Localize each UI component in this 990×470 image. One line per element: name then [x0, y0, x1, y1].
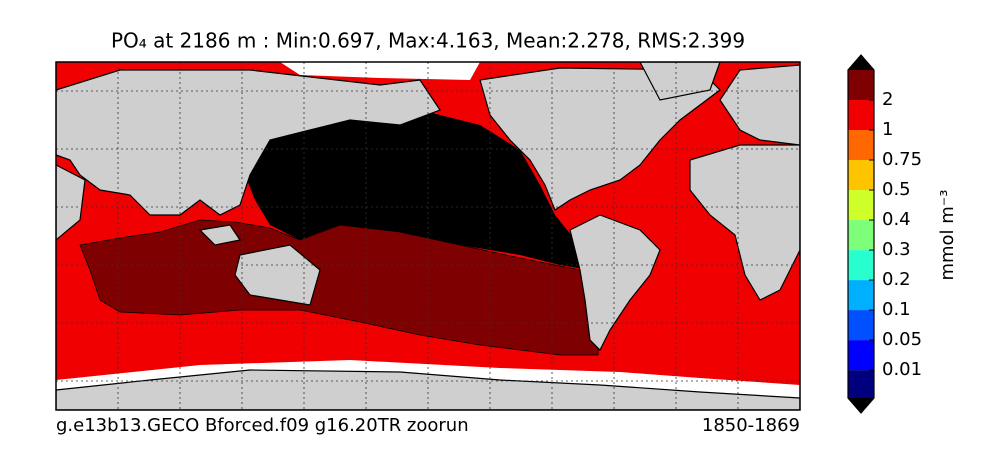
colorbar-tick-label: 1	[882, 119, 893, 140]
greenland	[639, 62, 721, 101]
colorbar-segment	[848, 160, 874, 191]
colorbar-outline	[847, 54, 875, 414]
colorbar-segment	[848, 100, 874, 131]
title: PO₄ at 2186 m : Min:0.697, Max:4.163, Me…	[111, 29, 745, 53]
colorbar-segment	[848, 340, 874, 371]
colorbar-tick-label: 2	[882, 89, 893, 110]
colorbar-tick-label: 0.01	[882, 359, 922, 380]
south-america	[569, 214, 661, 352]
graticule	[56, 62, 800, 410]
australia	[234, 244, 321, 306]
colorbar-segment	[848, 130, 874, 161]
colorbar-extend-top	[848, 55, 874, 70]
antarctica	[56, 369, 800, 410]
colorbar-label: mmol m⁻³	[937, 189, 958, 280]
colorbar-extend-bottom	[848, 398, 874, 413]
colorbar-segment	[848, 370, 874, 398]
map	[56, 62, 800, 410]
colorbar: 0.01 0.05 0.1 0.2 0.3 0.4 0.5 0.75 1 2	[847, 54, 922, 414]
colorbar-tick-label: 0.2	[882, 269, 911, 290]
africa	[689, 144, 800, 301]
colorbar-tick-label: 0.75	[882, 149, 922, 170]
colorbar-segment	[848, 220, 874, 251]
footer-right: 1850-1869	[702, 415, 800, 436]
colorbar-tick-label: 0.3	[882, 239, 911, 260]
colorbar-tick-label: 0.5	[882, 179, 911, 200]
eurasia	[56, 69, 441, 216]
map-frame	[55, 61, 801, 411]
colorbar-segment	[848, 70, 874, 101]
colorbar-segment	[848, 250, 874, 281]
colorbar-segment	[848, 310, 874, 341]
colorbar-segment	[848, 190, 874, 221]
europe	[719, 64, 800, 146]
region-black	[245, 105, 590, 270]
indonesia	[198, 224, 241, 246]
colorbar-tick-label: 0.4	[882, 209, 911, 230]
colorbar-tick-label: 0.1	[882, 299, 911, 320]
colorbar-segment	[848, 280, 874, 311]
footer-left: g.e13b13.GECO Bforced.f09 g16.20TR zooru…	[56, 415, 469, 436]
colorbar-tick-label: 0.05	[882, 329, 922, 350]
africa-west	[56, 164, 86, 241]
arctic-ice	[280, 62, 480, 80]
